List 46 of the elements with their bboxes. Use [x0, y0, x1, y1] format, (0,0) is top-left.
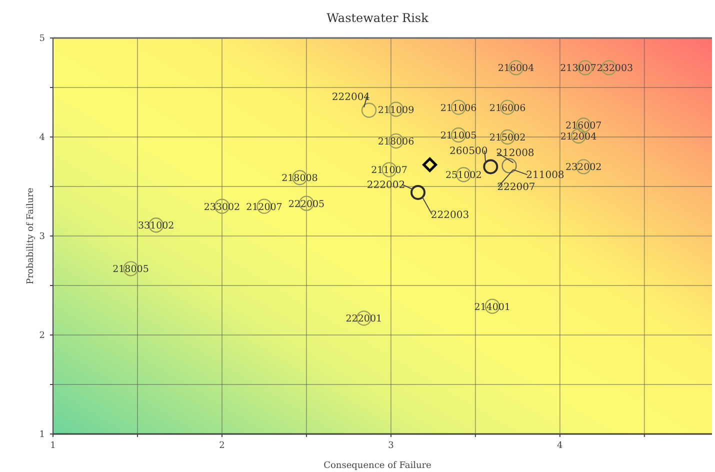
annotation: 212004	[560, 132, 597, 143]
x-axis-title: Consequence of Failure	[324, 461, 432, 471]
annotation: 232002	[565, 162, 602, 174]
annotation: 222007	[497, 182, 536, 194]
annotation: 213007	[560, 63, 596, 74]
x-tick-label: 1	[50, 441, 56, 451]
annotation: 211006	[440, 102, 477, 114]
point	[502, 158, 517, 174]
point	[410, 184, 426, 200]
annotation: 216004	[498, 63, 534, 74]
annotation: 212007	[246, 202, 282, 213]
annotation: 211008	[526, 170, 564, 182]
point	[422, 157, 438, 172]
annotation: 212008	[496, 148, 534, 160]
y-tick-label: 3	[39, 232, 46, 242]
annotation: 222003	[430, 210, 470, 221]
annotation: 233002	[204, 202, 240, 213]
y-tick-label: 2	[39, 331, 45, 341]
y-tick-label: 1	[39, 430, 45, 440]
annotation: 232003	[596, 63, 634, 74]
point	[361, 102, 377, 118]
annotation: 251002	[445, 170, 482, 182]
annotation: 260500	[450, 146, 488, 158]
annotation: 222004	[332, 92, 370, 103]
annotation: 211005	[440, 130, 477, 142]
annotation: 331002	[138, 220, 174, 232]
x-tick-label: 3	[388, 441, 394, 451]
annotation: 216006	[489, 102, 526, 114]
y-tick-label: 4	[39, 133, 46, 143]
x-tick-label: 4	[557, 441, 564, 451]
annotation: 218005	[112, 264, 149, 276]
y-axis-title: Probability of Failure	[26, 188, 36, 284]
annotation: 218008	[282, 173, 318, 184]
chart-title: Wastewater Risk	[326, 11, 430, 25]
x-tick-label: 2	[219, 441, 225, 451]
annotation: 214001	[474, 302, 510, 313]
annotation: 215002	[489, 132, 526, 144]
annotation: 211007	[371, 165, 408, 176]
annotation: 216007	[565, 120, 602, 132]
point	[483, 159, 498, 174]
annotation: 222001	[346, 314, 382, 325]
annotation: 211009	[378, 104, 414, 116]
annotation: 218006	[378, 136, 414, 148]
annotation: 222005	[288, 198, 325, 210]
y-tick-label: 5	[39, 34, 46, 44]
annotation: 222002	[366, 180, 406, 191]
